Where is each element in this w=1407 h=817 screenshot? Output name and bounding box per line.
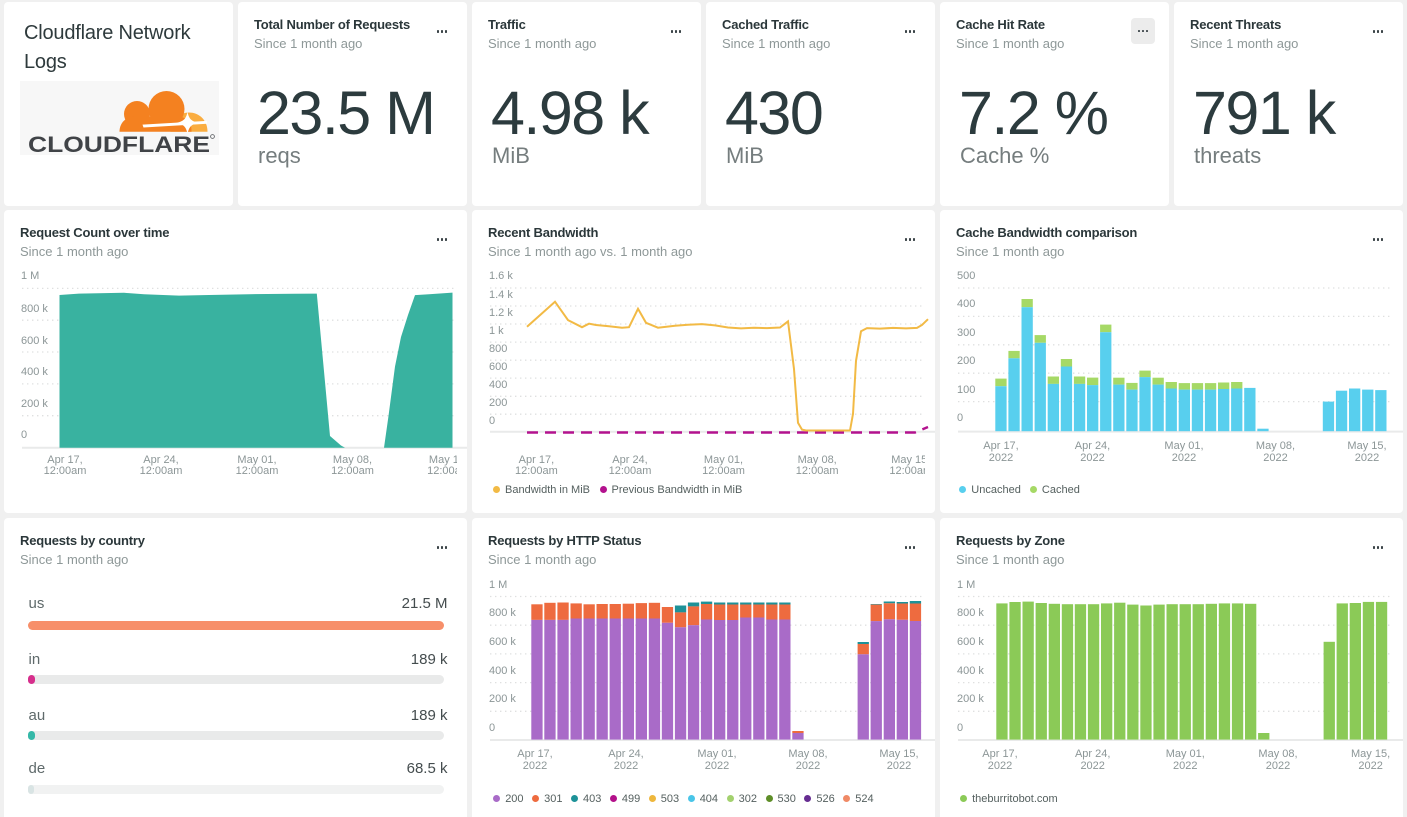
svg-text:CLOUDFLARE: CLOUDFLARE (28, 132, 210, 155)
